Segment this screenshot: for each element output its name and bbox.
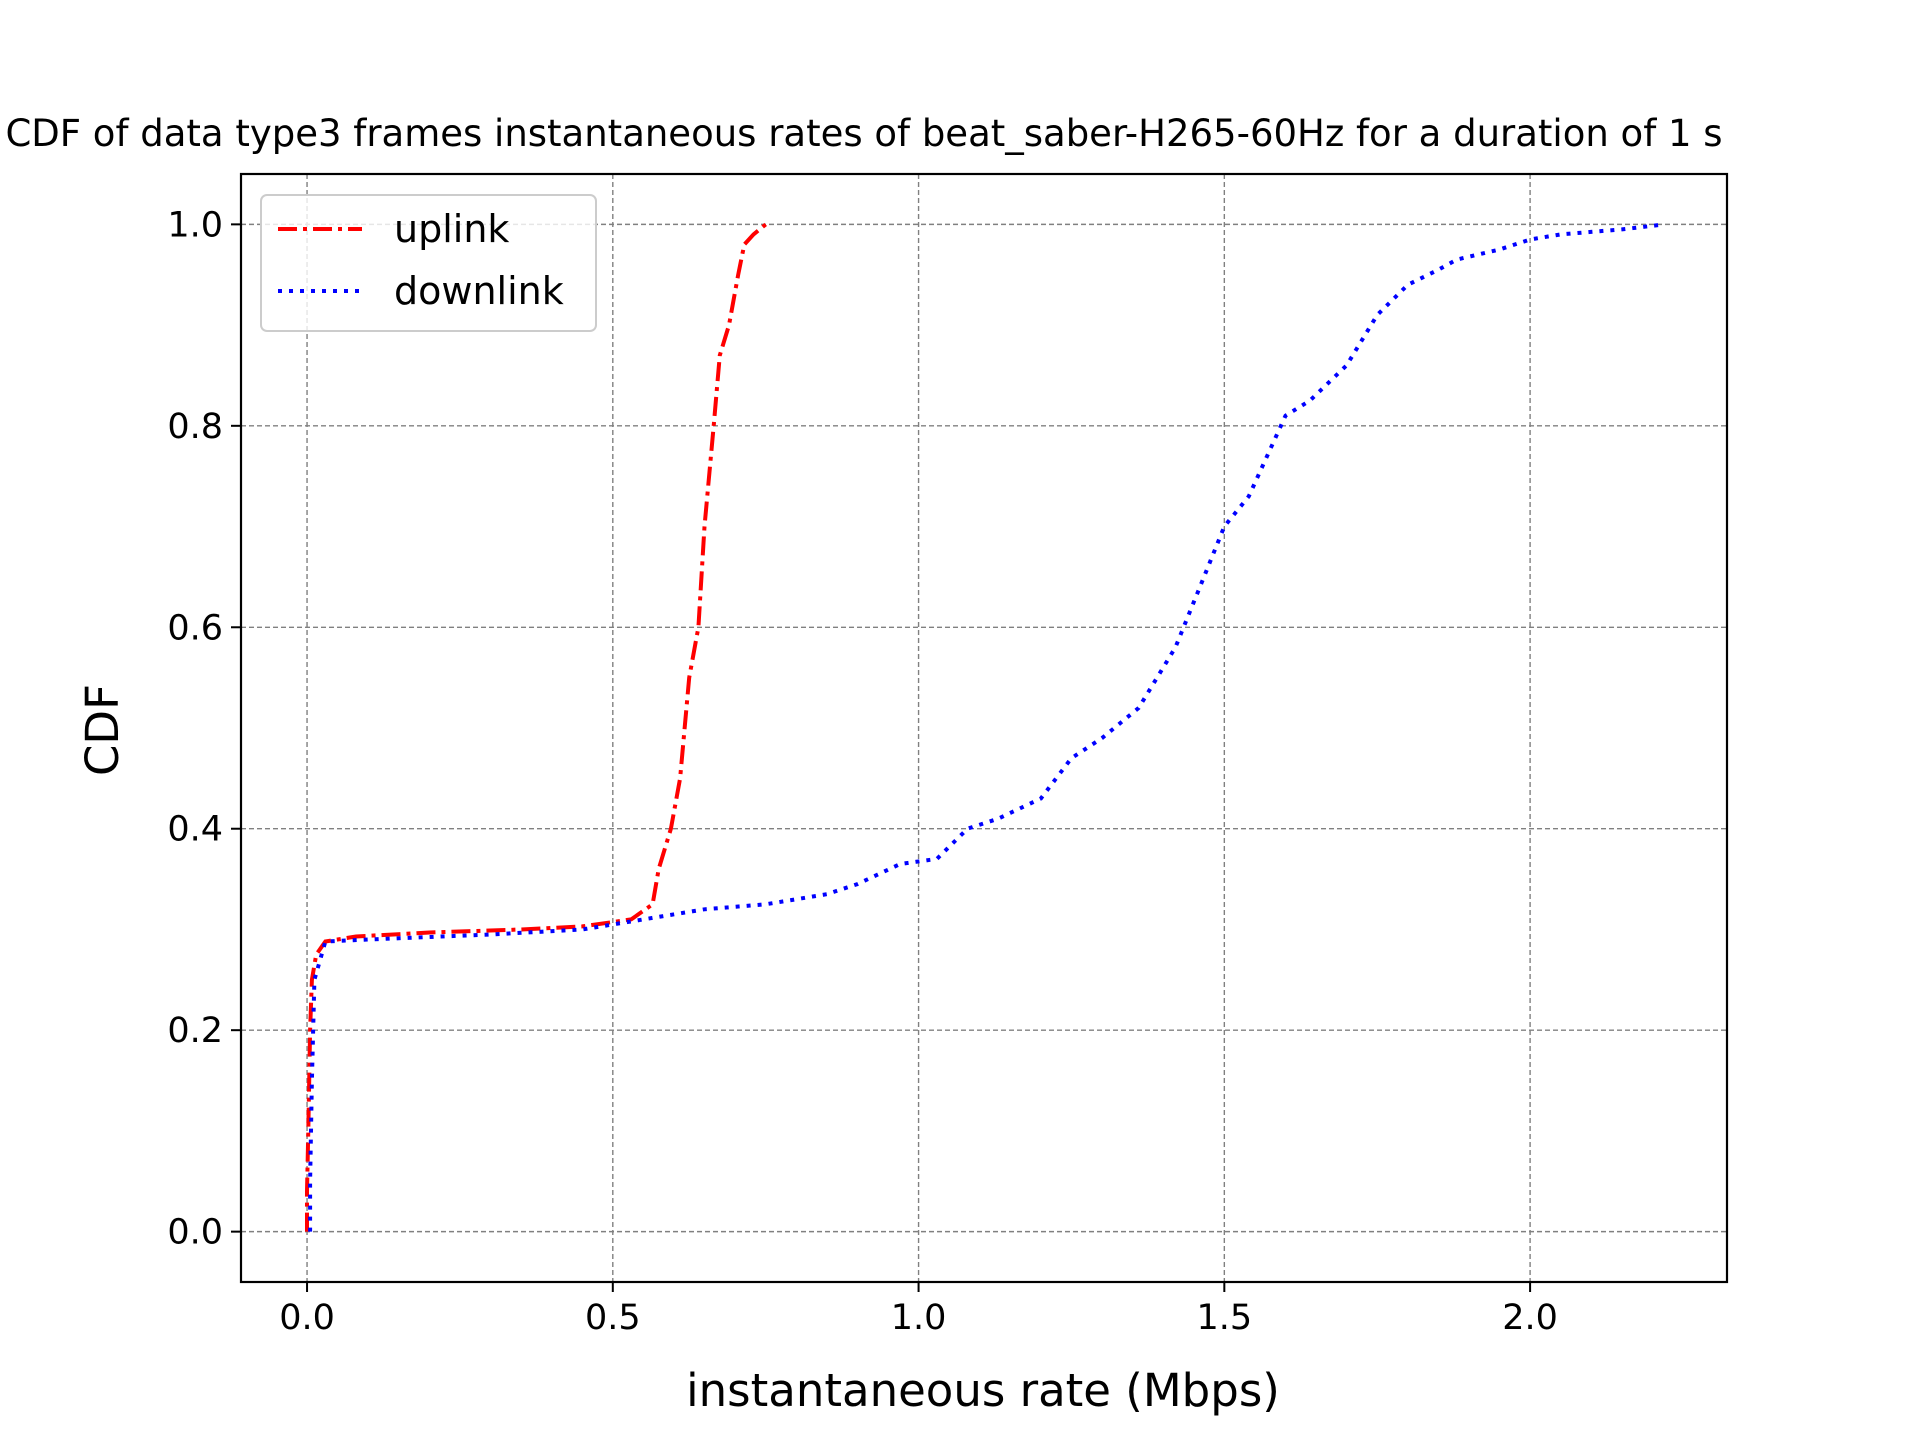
y-tick-label: 0.2 xyxy=(167,1011,223,1051)
y-tick-label: 1.0 xyxy=(167,205,223,245)
series-line-uplink xyxy=(305,222,767,1232)
x-tick-label: 0.0 xyxy=(279,1298,335,1338)
y-tick-label: 0.4 xyxy=(167,810,223,850)
x-axis-label: instantaneous rate (Mbps) xyxy=(686,1364,1280,1417)
chart-title: CDF of data type3 frames instantaneous r… xyxy=(5,112,1722,155)
legend-label-downlink: downlink xyxy=(394,269,564,313)
legend: uplink downlink xyxy=(260,194,597,332)
x-tick-label: 1.0 xyxy=(891,1298,947,1338)
x-axis: 0.0 0.5 1.0 1.5 2.0 xyxy=(279,1282,1558,1338)
plot-frame xyxy=(239,172,1729,1284)
y-axis: 0.0 0.2 0.4 0.6 0.8 1.0 xyxy=(167,205,241,1253)
x-tick-label: 1.5 xyxy=(1196,1298,1252,1338)
y-tick-label: 0.0 xyxy=(167,1213,223,1253)
legend-box xyxy=(260,194,597,332)
series-layer xyxy=(305,222,1665,1232)
x-tick-label: 2.0 xyxy=(1502,1298,1558,1338)
y-tick-label: 0.8 xyxy=(167,407,223,447)
x-tick-label: 0.5 xyxy=(585,1298,641,1338)
y-axis-label: CDF xyxy=(76,684,129,776)
legend-label-uplink: uplink xyxy=(394,207,509,251)
y-tick-label: 0.6 xyxy=(167,608,223,648)
grid-lines xyxy=(241,174,1727,1282)
